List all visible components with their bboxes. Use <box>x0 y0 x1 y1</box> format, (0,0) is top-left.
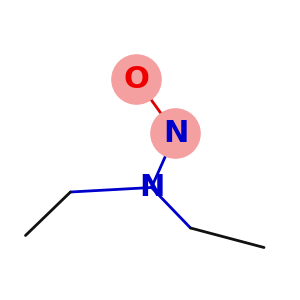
Circle shape <box>112 55 161 104</box>
Text: N: N <box>163 119 188 148</box>
Text: O: O <box>124 65 149 94</box>
Circle shape <box>151 109 200 158</box>
Text: N: N <box>139 173 164 202</box>
